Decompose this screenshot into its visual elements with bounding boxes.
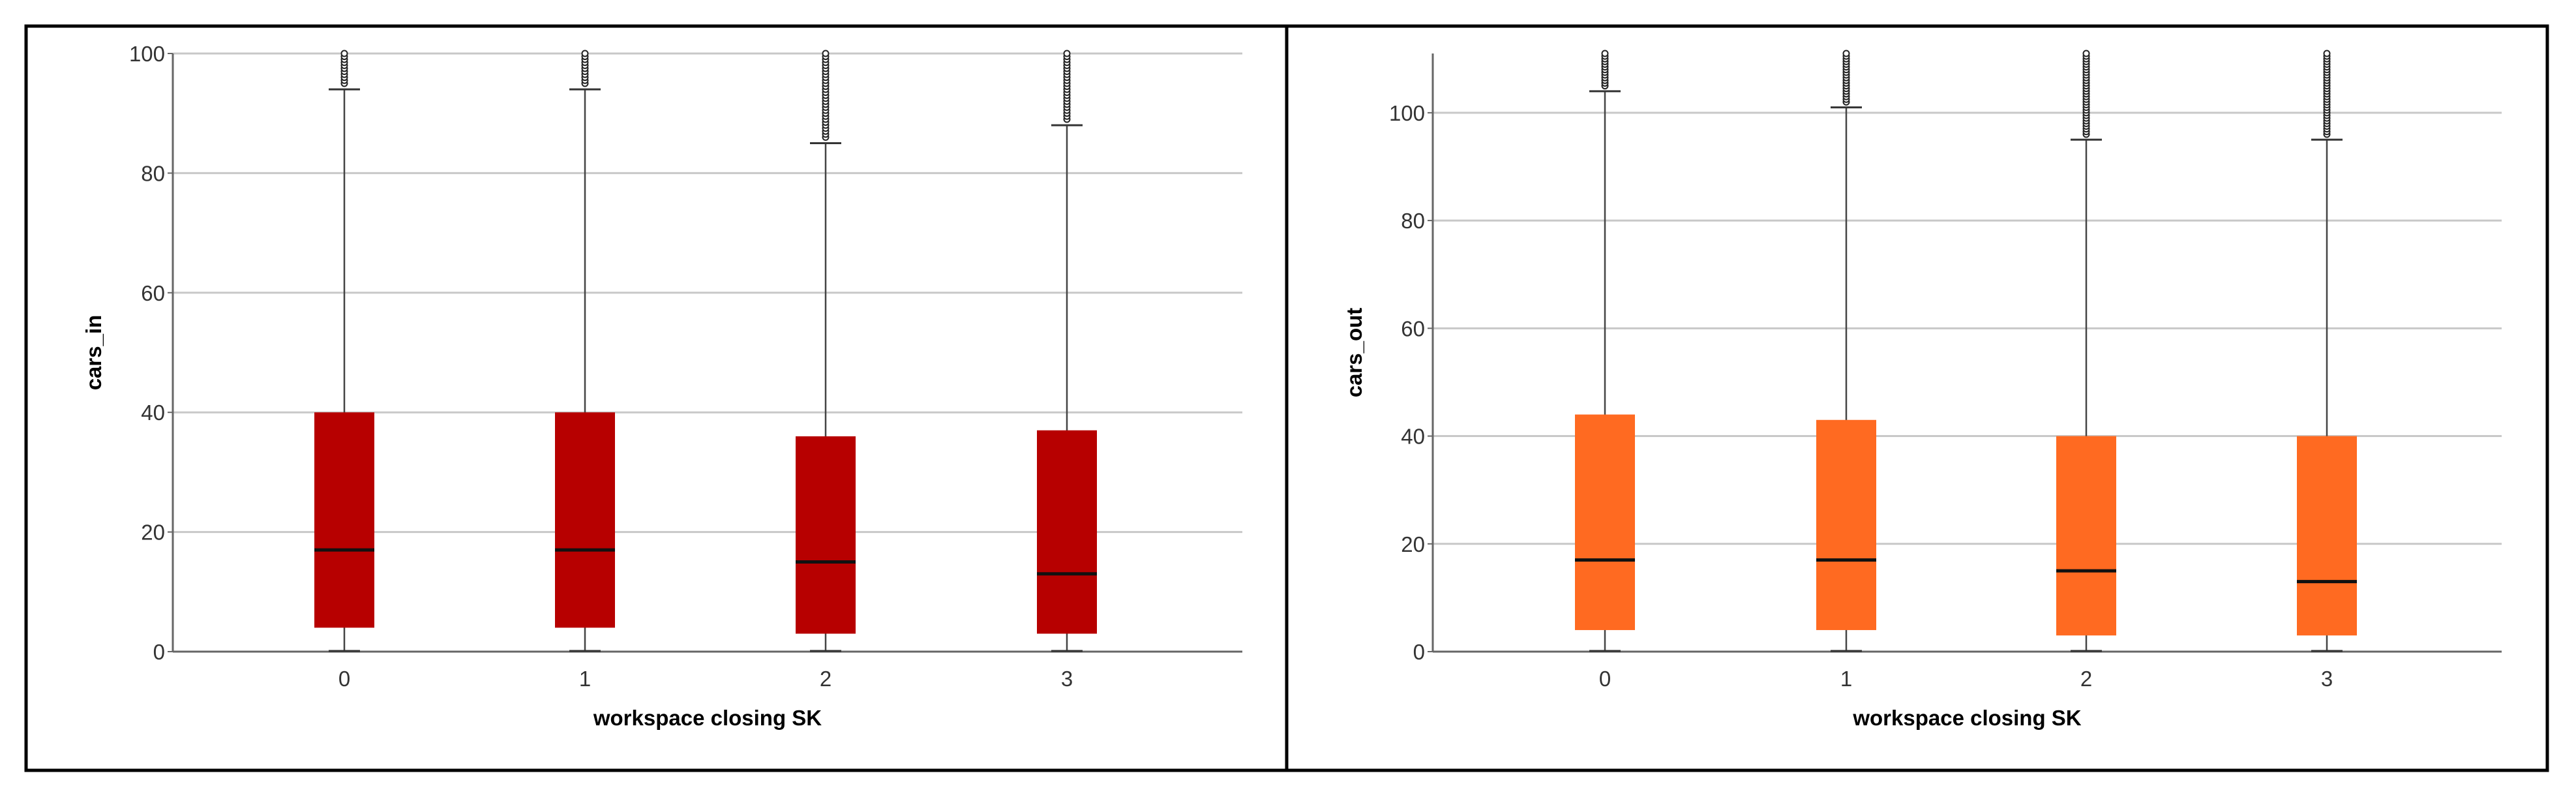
box <box>796 436 856 634</box>
x-axis-title: workspace closing SK <box>593 706 822 730</box>
box <box>1575 414 1635 630</box>
x-tick-label: 0 <box>338 667 350 691</box>
y-tick-label: 20 <box>141 521 165 545</box>
y-tick-label: 20 <box>1401 532 1425 556</box>
x-axis-title: workspace closing SK <box>1852 706 2081 730</box>
box <box>2056 436 2116 636</box>
outlier-point <box>1063 50 1071 57</box>
y-tick-label: 100 <box>1389 101 1425 125</box>
outlier-point <box>1601 50 1609 57</box>
box-group <box>555 50 615 652</box>
box <box>1816 419 1876 630</box>
y-axis-title: cars_out <box>1342 308 1366 398</box>
cars-out-boxplot: 0 20 40 60 80 100 0 1 2 3 workspace closing SK ca… <box>1342 50 2502 730</box>
y-tick-label: 40 <box>141 400 165 425</box>
box <box>555 412 615 628</box>
cars-in-boxplot: 0 20 40 60 80 100 0 1 2 3 workspace closing SK ca… <box>82 42 1242 730</box>
box <box>1037 430 1097 634</box>
y-tick-label: 100 <box>129 42 165 66</box>
x-tick-label: 3 <box>2321 667 2333 691</box>
y-tick-label: 0 <box>153 640 165 664</box>
y-tick-label: 80 <box>141 161 165 185</box>
box-group <box>1037 50 1097 652</box>
x-tick-label: 1 <box>1840 667 1852 691</box>
y-tick-label: 40 <box>1401 425 1425 449</box>
box-group <box>1816 50 1876 652</box>
y-tick-label: 80 <box>1401 209 1425 233</box>
y-tick-label: 0 <box>1413 640 1425 664</box>
x-tick-label: 1 <box>579 667 591 691</box>
box-group <box>796 50 856 652</box>
box <box>2297 436 2357 636</box>
outlier-point <box>1842 50 1850 57</box>
box-group <box>2297 50 2357 652</box>
outlier-point <box>581 50 589 57</box>
y-axis-title: cars_in <box>82 315 106 391</box>
outlier-point <box>2082 50 2090 57</box>
box-group <box>2056 50 2116 652</box>
x-tick-label: 2 <box>2080 667 2092 691</box>
box-group <box>314 50 374 652</box>
outlier-point <box>2323 50 2331 57</box>
x-tick-label: 2 <box>820 667 831 691</box>
outlier-point <box>340 50 348 57</box>
y-tick-label: 60 <box>1401 316 1425 340</box>
x-tick-label: 3 <box>1061 667 1073 691</box>
y-tick-label: 60 <box>141 281 165 305</box>
box-group <box>1575 50 1635 652</box>
x-tick-label: 0 <box>1599 667 1611 691</box>
outlier-point <box>822 50 830 57</box>
box <box>314 412 374 628</box>
